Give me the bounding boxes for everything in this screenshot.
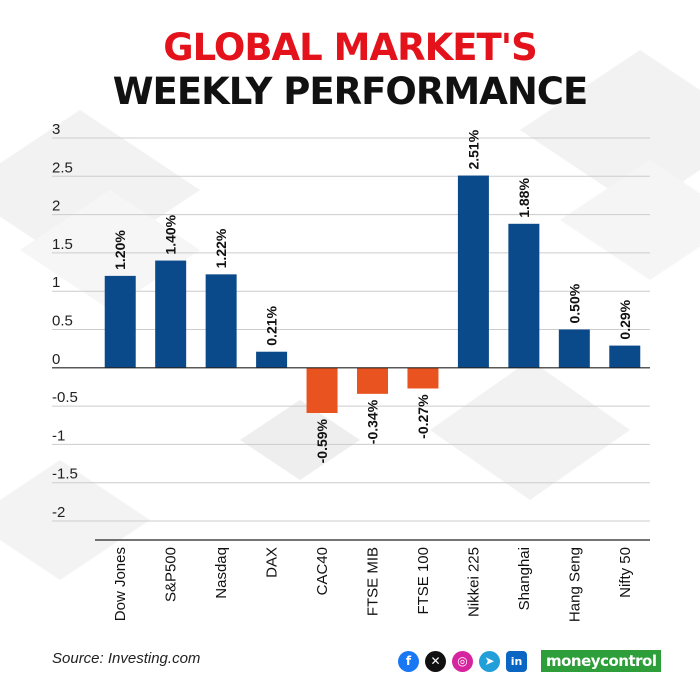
y-tick-label: 2.5 (52, 159, 73, 176)
y-tick-label: -1.5 (52, 466, 78, 483)
data-label: -0.34% (365, 399, 381, 444)
x-tick-label: DAX (264, 547, 281, 578)
data-label: 0.21% (264, 305, 280, 345)
data-label: 0.29% (617, 299, 633, 339)
chart-title-line2: WEEKLY PERFORMANCE (112, 70, 588, 113)
bar (357, 367, 388, 394)
y-tick-label: 1 (52, 274, 60, 291)
y-tick-label: -2 (52, 504, 65, 521)
x-tick-label: CAC40 (314, 547, 331, 595)
data-label: -0.59% (314, 418, 330, 463)
x-tick-label: Nasdaq (213, 547, 230, 599)
bar (558, 329, 590, 368)
source-note: Source: Investing.com (52, 650, 201, 667)
data-label: 1.20% (112, 230, 128, 270)
data-label: 1.88% (516, 178, 532, 218)
y-tick-label: 2 (52, 198, 60, 215)
bar (155, 260, 187, 368)
data-label: 2.51% (465, 129, 481, 169)
x-tick-label: FTSE MIB (365, 547, 382, 616)
x-tick-label: Nifty 50 (617, 547, 634, 598)
x-tick-label: Dow Jones (112, 547, 129, 621)
social-links: f ✕ ◎ ➤ in (398, 649, 527, 673)
y-tick-label: 3 (52, 121, 60, 138)
y-tick-label: 0.5 (52, 313, 73, 330)
y-tick-label: 0 (52, 351, 60, 368)
bar (407, 367, 439, 389)
telegram-icon[interactable]: ➤ (479, 650, 500, 672)
bar (508, 223, 540, 368)
data-label: 0.50% (566, 283, 582, 323)
x-tick-label: FTSE 100 (415, 547, 432, 615)
bar (306, 367, 338, 413)
bar (256, 351, 288, 368)
bar (609, 345, 641, 368)
y-tick-label: -1 (52, 427, 65, 444)
data-label: 1.22% (213, 228, 229, 268)
y-tick-label: -0.5 (52, 389, 78, 406)
x-tick-label: S&P500 (163, 547, 180, 602)
bar (457, 175, 489, 368)
x-tick-label: Shanghai (516, 547, 533, 610)
chart-title-line1: GLOBAL MARKET'S (163, 26, 537, 69)
x-icon[interactable]: ✕ (425, 650, 446, 672)
bar (104, 275, 136, 368)
bar (205, 274, 237, 368)
data-label: -0.27% (415, 394, 431, 439)
facebook-icon[interactable]: f (398, 650, 419, 672)
data-label: 1.40% (163, 214, 179, 254)
instagram-icon[interactable]: ◎ (452, 650, 473, 672)
linkedin-icon[interactable]: in (506, 650, 527, 672)
y-tick-label: 1.5 (52, 236, 73, 253)
x-tick-label: Nikkei 225 (465, 547, 482, 617)
x-tick-label: Hang Seng (566, 547, 583, 622)
brand-logo: moneycontrol (541, 650, 662, 672)
